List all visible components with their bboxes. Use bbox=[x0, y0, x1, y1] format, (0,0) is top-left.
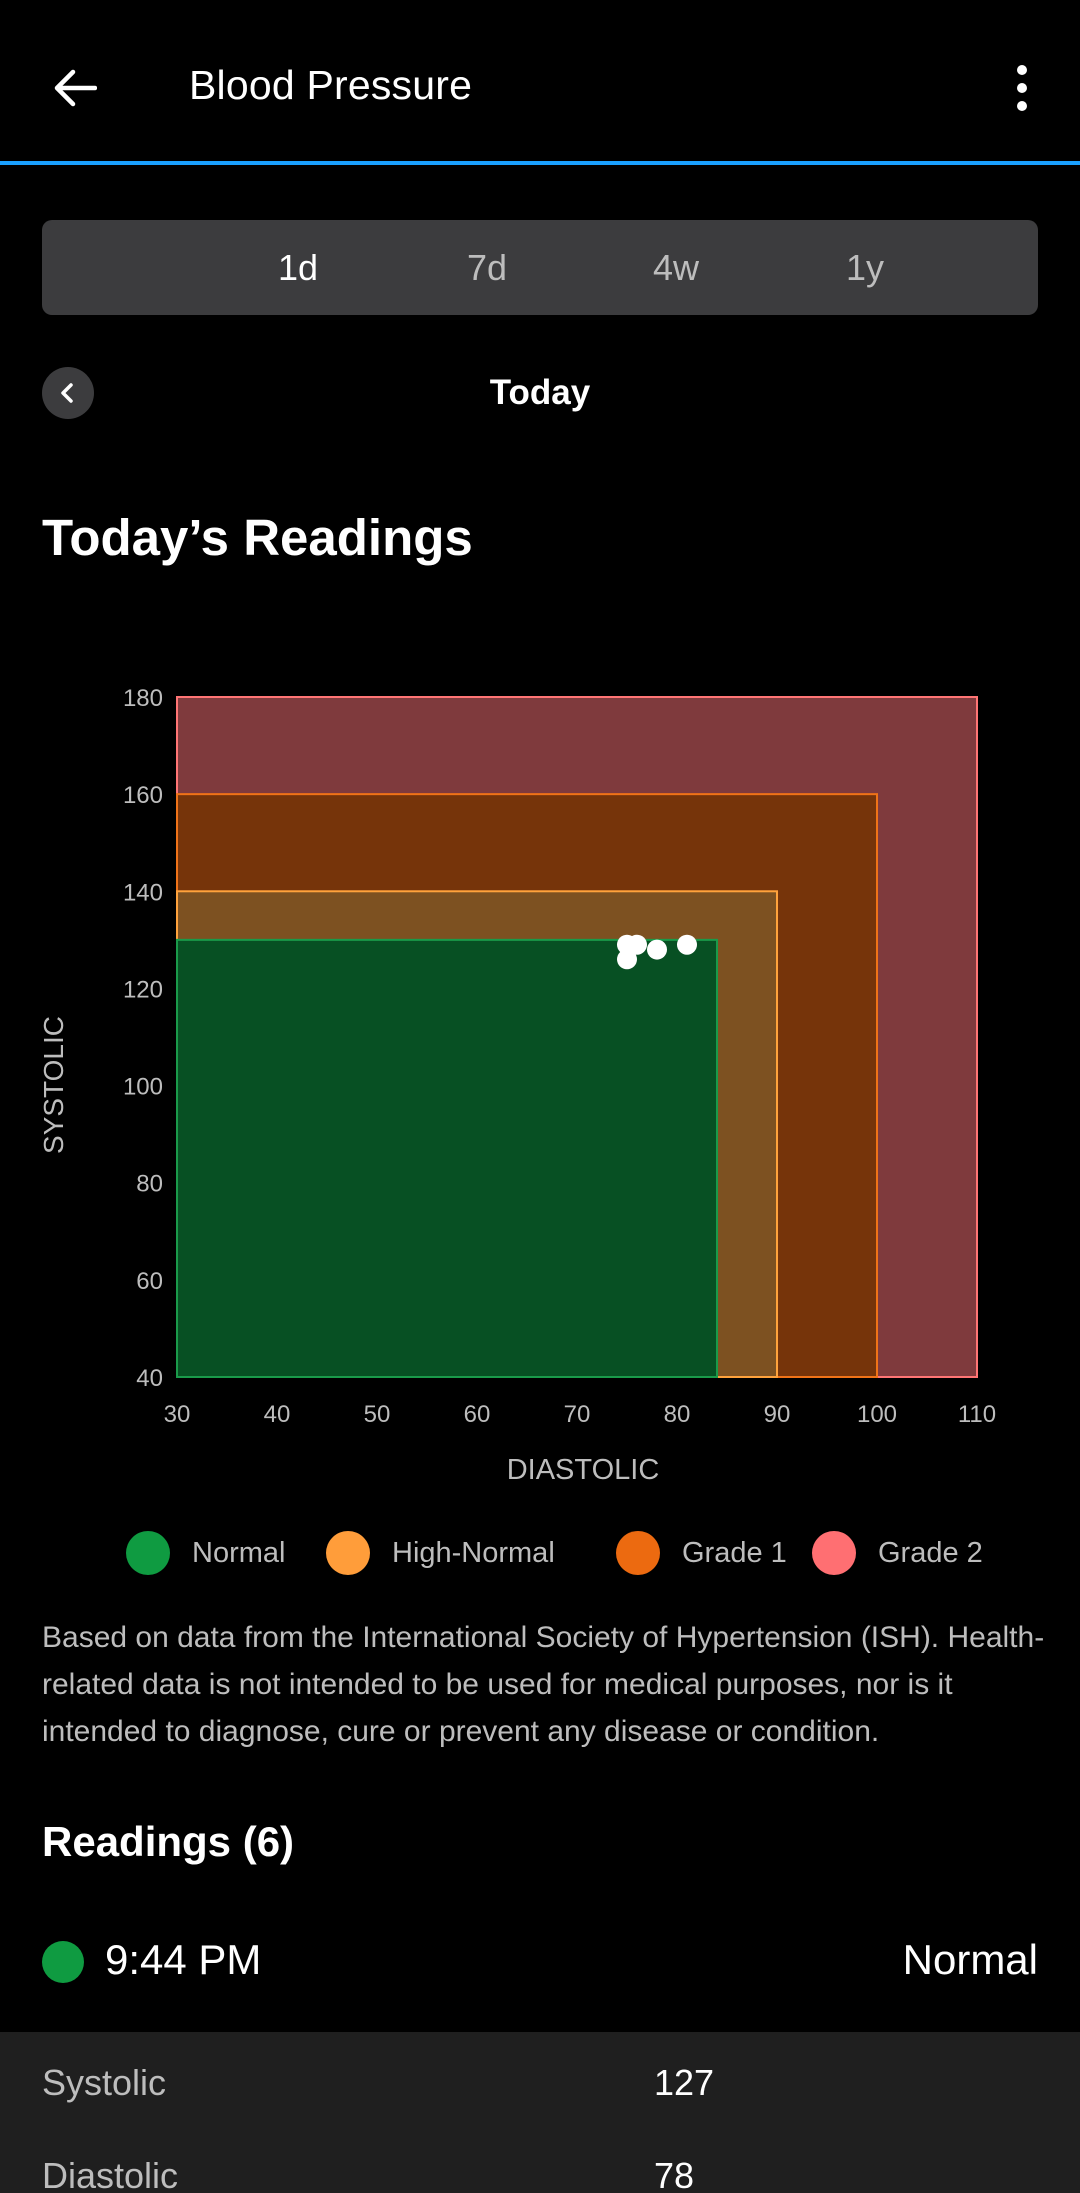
chart-legend: Normal High-Normal Grade 1 Grade 2 bbox=[120, 1530, 1000, 1576]
y-tick-label: 160 bbox=[123, 782, 163, 809]
date-navigator: Today bbox=[42, 367, 1038, 419]
y-tick-label: 140 bbox=[123, 879, 163, 906]
more-vert-icon bbox=[1017, 65, 1027, 75]
range-tab-1d[interactable]: 1d bbox=[277, 246, 319, 288]
legend-swatch-grade-1 bbox=[616, 1531, 660, 1575]
range-selector: 1d 7d 4w 1y bbox=[42, 220, 1038, 315]
x-tick-label: 60 bbox=[464, 1401, 491, 1428]
back-button[interactable] bbox=[44, 58, 104, 118]
detail-label: Diastolic bbox=[42, 2155, 179, 2193]
x-tick-label: 70 bbox=[564, 1401, 591, 1428]
legend-swatch-high-normal bbox=[326, 1531, 370, 1575]
reading-time: 9:44 PM bbox=[105, 1936, 262, 1983]
detail-value: 127 bbox=[654, 2062, 715, 2103]
x-tick-label: 50 bbox=[364, 1401, 391, 1428]
legend-swatch-normal bbox=[126, 1531, 170, 1575]
x-tick-label: 90 bbox=[764, 1401, 791, 1428]
date-label: Today bbox=[489, 373, 591, 412]
legend-item-normal: Normal bbox=[126, 1530, 285, 1576]
detail-value: 78 bbox=[654, 2155, 695, 2193]
previous-date-button[interactable] bbox=[42, 367, 94, 419]
y-tick-label: 60 bbox=[136, 1268, 163, 1295]
detail-row-systolic: Systolic 127 bbox=[0, 2062, 1080, 2122]
x-tick-label: 30 bbox=[164, 1401, 191, 1428]
y-tick-label: 40 bbox=[136, 1365, 163, 1392]
x-tick-label: 100 bbox=[857, 1401, 897, 1428]
legend-label: Grade 1 bbox=[682, 1536, 787, 1569]
data-point[interactable] bbox=[647, 939, 667, 960]
readings-title: Readings (6) bbox=[42, 1818, 295, 1865]
range-tab-4w[interactable]: 4w bbox=[652, 246, 700, 288]
range-tab-7d[interactable]: 7d bbox=[466, 246, 508, 288]
detail-row-diastolic: Diastolic 78 bbox=[0, 2155, 1080, 2193]
reading-details: Systolic 127 Diastolic 78 bbox=[0, 2032, 1080, 2193]
legend-item-grade-2: Grade 2 bbox=[812, 1530, 983, 1576]
legend-label: Grade 2 bbox=[878, 1536, 983, 1569]
y-tick-label: 180 bbox=[123, 685, 163, 712]
legend-item-high-normal: High-Normal bbox=[326, 1530, 555, 1576]
y-tick-label: 100 bbox=[123, 1074, 163, 1101]
y-tick-label: 120 bbox=[123, 976, 163, 1003]
arrow-left-icon bbox=[54, 69, 97, 107]
legend-item-grade-1: Grade 1 bbox=[616, 1530, 787, 1576]
disclaimer-text: Based on data from the International Soc… bbox=[42, 1621, 1045, 1748]
legend-label: High-Normal bbox=[392, 1536, 555, 1569]
page-title: Blood Pressure bbox=[189, 62, 473, 108]
detail-label: Systolic bbox=[42, 2062, 167, 2103]
reading-status-dot bbox=[42, 1941, 84, 1983]
app-bar: Blood Pressure bbox=[0, 0, 1080, 165]
reading-status: Normal bbox=[902, 1936, 1038, 1983]
data-point[interactable] bbox=[617, 949, 637, 970]
x-tick-label: 80 bbox=[664, 1401, 691, 1428]
legend-label: Normal bbox=[192, 1536, 286, 1569]
y-axis-label: SYSTOLIC bbox=[38, 1016, 69, 1154]
chevron-left-icon bbox=[61, 383, 73, 403]
legend-swatch-grade-2 bbox=[812, 1531, 856, 1575]
data-point[interactable] bbox=[677, 934, 697, 955]
app-bar-accent-line bbox=[0, 161, 1080, 165]
range-tab-1y[interactable]: 1y bbox=[845, 246, 885, 288]
reading-header[interactable]: 9:44 PM Normal bbox=[0, 1918, 1080, 2028]
zone-normal bbox=[176, 938, 718, 1378]
y-tick-label: 80 bbox=[136, 1171, 163, 1198]
more-options-button[interactable] bbox=[1000, 58, 1044, 118]
data-point[interactable] bbox=[627, 934, 647, 955]
x-tick-label: 40 bbox=[264, 1401, 291, 1428]
x-tick-label: 110 bbox=[958, 1401, 996, 1428]
section-title: Today’s Readings bbox=[42, 509, 473, 566]
x-axis-label: DIASTOLIC bbox=[507, 1454, 660, 1486]
